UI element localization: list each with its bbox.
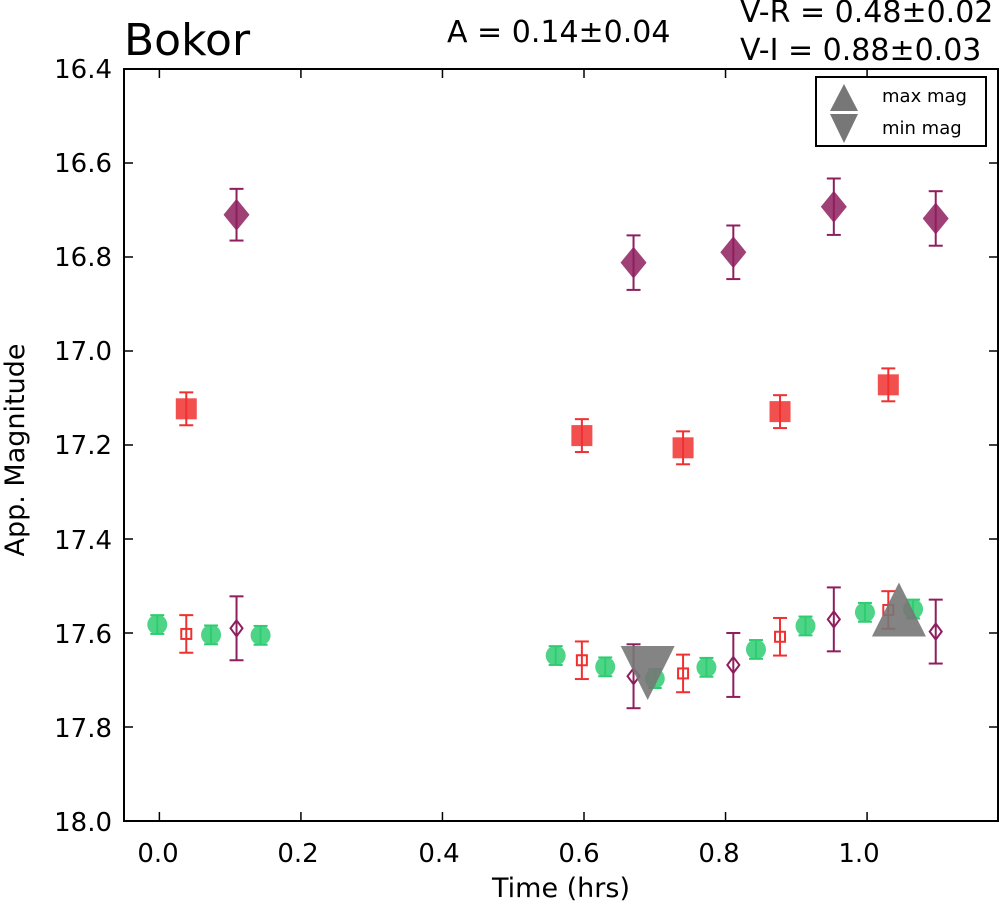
plot-frame bbox=[123, 68, 999, 822]
y-tick-label: 16.4 bbox=[54, 55, 112, 85]
color-index-vi-label: V-I = 0.88±0.03 bbox=[740, 33, 981, 68]
V-band-circle-filled-point bbox=[854, 602, 875, 623]
I-band-diamond-filled-series bbox=[223, 177, 949, 291]
I-band-diamond-open-point bbox=[229, 618, 244, 638]
chart-title: Bokor bbox=[124, 15, 251, 66]
R-band-square-open-series bbox=[179, 590, 896, 694]
x-tick-label: 0.4 bbox=[418, 839, 459, 869]
V-band-circle-filled-point bbox=[201, 624, 222, 645]
I-band-diamond-filled-point bbox=[922, 202, 949, 235]
color-index-vr-label: V-R = 0.48±0.02 bbox=[740, 0, 993, 30]
legend-min-mag-marker bbox=[830, 114, 858, 143]
R-band-square-filled-series bbox=[175, 367, 899, 466]
V-band-circle-filled-point bbox=[745, 639, 766, 660]
I-band-diamond-open-point bbox=[826, 609, 842, 630]
I-band-diamond-open-point bbox=[726, 655, 741, 675]
R-band-square-filled-point bbox=[769, 401, 791, 423]
y-tick-label: 16.6 bbox=[54, 149, 112, 179]
tick-marks bbox=[124, 68, 998, 822]
max-mag-triangle bbox=[871, 582, 926, 637]
R-band-square-filled-point bbox=[571, 425, 593, 447]
y-tick-label: 17.4 bbox=[54, 526, 112, 556]
y-tick-label: 17.2 bbox=[54, 431, 112, 461]
x-tick-label: 0.6 bbox=[558, 839, 599, 869]
R-band-square-open-point bbox=[774, 630, 787, 643]
R-band-square-filled-point bbox=[175, 398, 197, 420]
x-tick-label: 0.8 bbox=[698, 839, 739, 869]
x-tick-labels: 0.0 0.2 0.4 0.6 0.8 1.0 bbox=[137, 839, 879, 869]
V-band-circle-filled-series bbox=[147, 598, 924, 689]
x-tick-label: 0.2 bbox=[277, 839, 318, 869]
V-band-circle-filled-point bbox=[147, 614, 168, 635]
y-axis-label: App. Magnitude bbox=[0, 344, 31, 557]
I-band-diamond-filled-point bbox=[620, 246, 647, 279]
I-band-diamond-filled-point bbox=[223, 198, 250, 231]
legend-max-mag-marker bbox=[830, 84, 858, 111]
legend-max-mag-label: max mag bbox=[882, 86, 967, 107]
V-band-circle-filled-point bbox=[545, 645, 566, 666]
R-band-square-open-point bbox=[677, 667, 690, 680]
R-band-square-filled-point bbox=[877, 374, 899, 396]
y-tick-labels: 16.4 16.6 16.8 17.0 17.2 17.4 17.6 17.8 … bbox=[54, 55, 112, 838]
legend-min-mag-label: min mag bbox=[882, 118, 962, 139]
V-band-circle-filled-point bbox=[250, 625, 271, 646]
y-tick-label: 16.8 bbox=[54, 243, 112, 273]
plot-area bbox=[147, 177, 949, 710]
I-band-diamond-open-series bbox=[229, 586, 943, 710]
I-band-diamond-filled-point bbox=[820, 190, 847, 223]
I-band-diamond-open-point bbox=[928, 621, 943, 642]
R-band-square-open-point bbox=[575, 654, 588, 667]
y-tick-label: 18.0 bbox=[54, 808, 112, 838]
y-tick-label: 17.0 bbox=[54, 337, 112, 367]
x-tick-label: 1.0 bbox=[838, 839, 879, 869]
y-tick-label: 17.8 bbox=[54, 714, 112, 744]
y-tick-label: 17.6 bbox=[54, 620, 112, 650]
V-band-circle-filled-point bbox=[595, 656, 616, 677]
R-band-square-open-point bbox=[180, 627, 193, 640]
V-band-circle-filled-point bbox=[696, 657, 717, 678]
R-band-square-filled-point bbox=[672, 437, 694, 459]
I-band-diamond-filled-point bbox=[720, 236, 747, 269]
legend: max mag min mag bbox=[815, 76, 987, 147]
x-axis-label: Time (hrs) bbox=[491, 873, 630, 904]
amplitude-label: A = 0.14±0.04 bbox=[447, 15, 670, 50]
extrema-markers bbox=[620, 582, 926, 700]
V-band-circle-filled-point bbox=[795, 615, 816, 636]
x-tick-label: 0.0 bbox=[137, 839, 178, 869]
min-mag-triangle bbox=[620, 645, 675, 700]
